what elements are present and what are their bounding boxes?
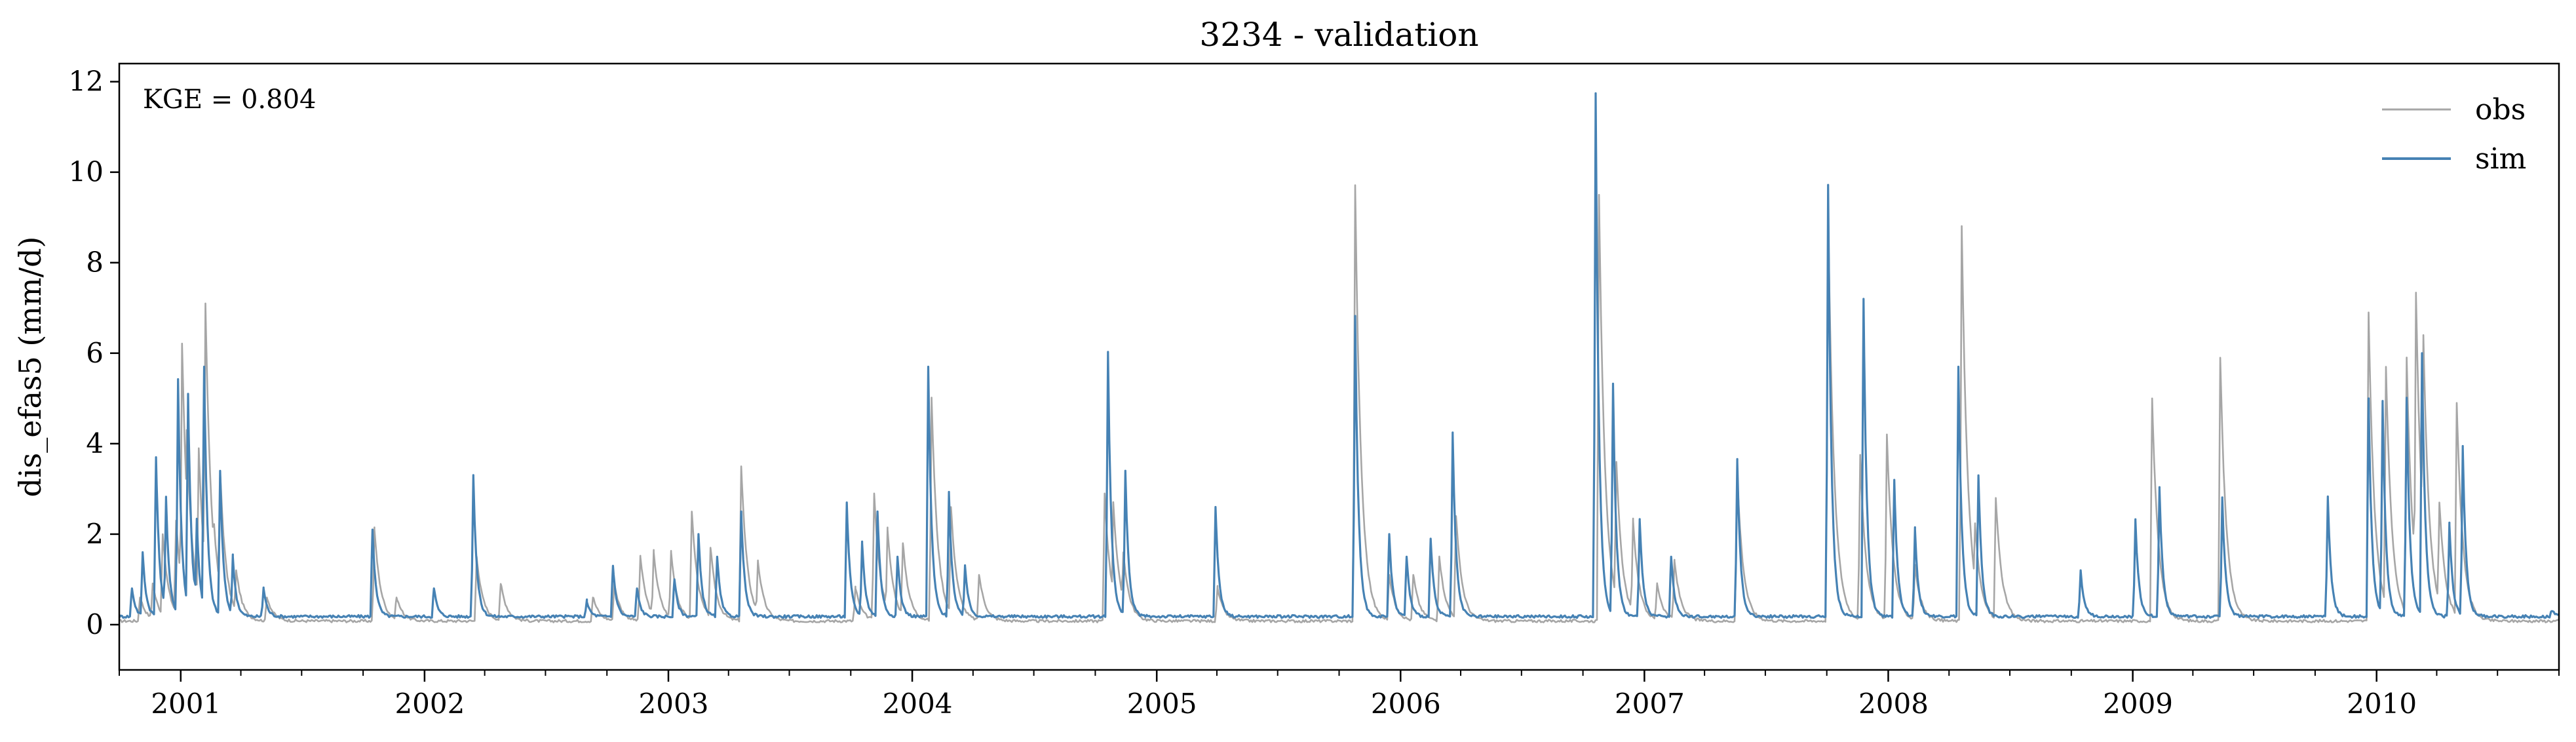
x-axis: 2001 2002 2003 2004 2005 2006 2007 2008 2009 2010: [119, 670, 2560, 720]
y-tick-label: 10: [69, 156, 104, 188]
y-tick-label: 0: [86, 608, 104, 640]
x-tick-label: 2009: [2103, 688, 2173, 720]
x-tick-label: 2003: [639, 688, 709, 720]
series-line-obs: [119, 184, 2560, 623]
kge-annotation: KGE = 0.804: [143, 85, 317, 115]
x-tick-label: 2002: [394, 688, 465, 720]
y-tick-label: 2: [86, 518, 104, 550]
legend: obs sim: [2382, 93, 2526, 176]
x-tick-label: 2004: [883, 688, 953, 720]
x-tick-label: 2008: [1858, 688, 1929, 720]
x-tick-label: 2001: [151, 688, 221, 720]
legend-label-obs: obs: [2475, 93, 2526, 127]
x-tick-label: 2007: [1615, 688, 1685, 720]
y-tick-label: 8: [86, 246, 104, 279]
x-tick-label: 2006: [1371, 688, 1441, 720]
y-tick-label: 12: [69, 66, 104, 98]
y-axis-label: dis_efas5 (mm/d): [12, 236, 48, 497]
x-tick-label: 2010: [2347, 688, 2417, 720]
chart-title: 3234 - validation: [1199, 16, 1478, 54]
y-tick-label: 6: [86, 337, 104, 369]
axes-frame: [118, 62, 2560, 671]
y-tick-label: 4: [86, 427, 104, 459]
legend-label-sim: sim: [2475, 142, 2526, 176]
y-axis: 0 2 4 6 8 10 12: [69, 66, 119, 640]
series-layer: [118, 92, 2560, 623]
series-line-sim: [118, 92, 2560, 619]
x-tick-label: 2005: [1127, 688, 1197, 720]
